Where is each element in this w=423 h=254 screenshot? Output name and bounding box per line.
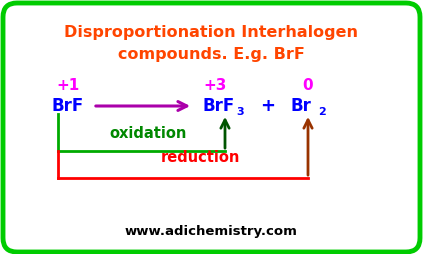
Text: BrF: BrF [52,97,84,115]
Text: reduction: reduction [160,151,240,166]
Text: +3: +3 [203,78,227,93]
Text: 3: 3 [236,107,244,117]
Text: 0: 0 [303,78,313,93]
Text: oxidation: oxidation [109,125,187,140]
Text: +: + [261,97,275,115]
Text: Disproportionation Interhalogen: Disproportionation Interhalogen [64,24,358,40]
Text: 2: 2 [318,107,326,117]
Text: Br: Br [291,97,312,115]
FancyBboxPatch shape [3,3,420,252]
Text: compounds. E.g. BrF: compounds. E.g. BrF [118,46,305,61]
Text: www.adichemistry.com: www.adichemistry.com [124,226,297,239]
Text: +1: +1 [56,78,80,93]
Text: BrF: BrF [203,97,235,115]
